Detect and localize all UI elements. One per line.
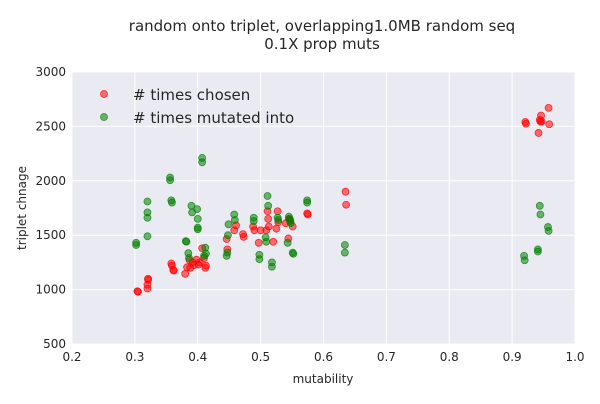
x-tick-label: 0.7	[377, 350, 396, 364]
data-point	[536, 210, 545, 219]
y-tick-label: 500	[43, 337, 66, 351]
x-tick-label: 0.2	[62, 350, 81, 364]
data-point	[198, 158, 207, 167]
data-point	[185, 254, 193, 262]
data-point	[544, 104, 553, 112]
data-point	[283, 238, 292, 247]
x-tick-label: 1.0	[565, 350, 584, 364]
data-point	[224, 220, 233, 229]
data-point	[134, 287, 142, 296]
data-point	[303, 210, 312, 219]
data-point	[230, 216, 239, 224]
data-point	[264, 201, 273, 210]
grid-lines	[71, 71, 576, 345]
data-point	[169, 266, 178, 275]
data-point	[340, 241, 349, 249]
x-tick-labels: 0.2 0.3 0.4 0.5 0.6 0.7 0.8 0.9 1.0	[62, 350, 584, 364]
data-point	[268, 262, 276, 271]
y-tick-labels: 500 1000 1500 2000 2500 3000	[35, 65, 66, 351]
data-point	[341, 187, 350, 196]
data-point	[143, 232, 152, 241]
data-point	[193, 214, 202, 223]
data-point	[522, 119, 530, 128]
data-point	[168, 198, 176, 207]
data-point	[272, 224, 281, 233]
data-point	[537, 117, 546, 126]
data-point	[535, 201, 544, 210]
x-tick-label: 0.4	[188, 350, 207, 364]
chart-title-line-1: random onto triplet, overlapping1.0MB ra…	[129, 17, 515, 35]
data-point	[340, 248, 349, 257]
data-point	[181, 269, 190, 278]
data-point	[544, 226, 553, 235]
data-point	[249, 217, 258, 225]
data-point	[143, 213, 152, 222]
series-times-mutated-into	[132, 154, 553, 271]
y-tick-label: 3000	[35, 65, 66, 79]
data-point	[269, 237, 278, 246]
data-point	[182, 237, 191, 246]
x-axis-label: mutability	[293, 372, 354, 386]
data-point	[132, 241, 141, 249]
data-point	[264, 214, 273, 223]
legend: # times chosen # times mutated into	[100, 86, 294, 127]
data-point	[201, 263, 210, 272]
data-point	[264, 222, 273, 231]
legend-label-mutated: # times mutated into	[133, 109, 294, 127]
data-point	[289, 249, 298, 258]
data-point	[202, 249, 210, 258]
data-point	[534, 129, 543, 137]
data-point	[143, 197, 152, 206]
data-point	[286, 219, 295, 228]
legend-marker-mutated	[100, 113, 108, 121]
x-tick-label: 0.5	[251, 350, 270, 364]
data-point	[239, 232, 248, 241]
chart-title-line-2: 0.1X prop muts	[264, 35, 380, 53]
y-tick-label: 1500	[35, 228, 66, 242]
y-tick-label: 2500	[35, 119, 66, 133]
data-point	[342, 200, 351, 209]
x-tick-label: 0.3	[125, 350, 144, 364]
data-series	[132, 104, 554, 296]
data-point	[255, 255, 264, 264]
data-point	[254, 238, 263, 247]
legend-label-chosen: # times chosen	[133, 86, 250, 104]
data-point	[223, 248, 232, 257]
data-point	[273, 207, 282, 216]
data-point	[224, 231, 232, 240]
data-point	[534, 247, 542, 256]
data-point	[520, 256, 529, 265]
data-point	[274, 216, 283, 224]
data-point	[144, 275, 152, 284]
legend-marker-chosen	[100, 90, 108, 98]
x-tick-label: 0.6	[314, 350, 333, 364]
data-point	[193, 205, 202, 213]
y-tick-label: 2000	[35, 174, 66, 188]
data-point	[262, 237, 271, 246]
data-point	[545, 120, 554, 129]
y-axis-label: triplet chnage	[15, 166, 29, 250]
data-point	[263, 192, 272, 200]
data-point	[193, 225, 202, 234]
x-tick-label: 0.8	[440, 350, 459, 364]
x-tick-label: 0.9	[503, 350, 522, 364]
y-tick-label: 1000	[35, 283, 66, 297]
data-point	[166, 176, 174, 185]
data-point	[303, 198, 312, 207]
